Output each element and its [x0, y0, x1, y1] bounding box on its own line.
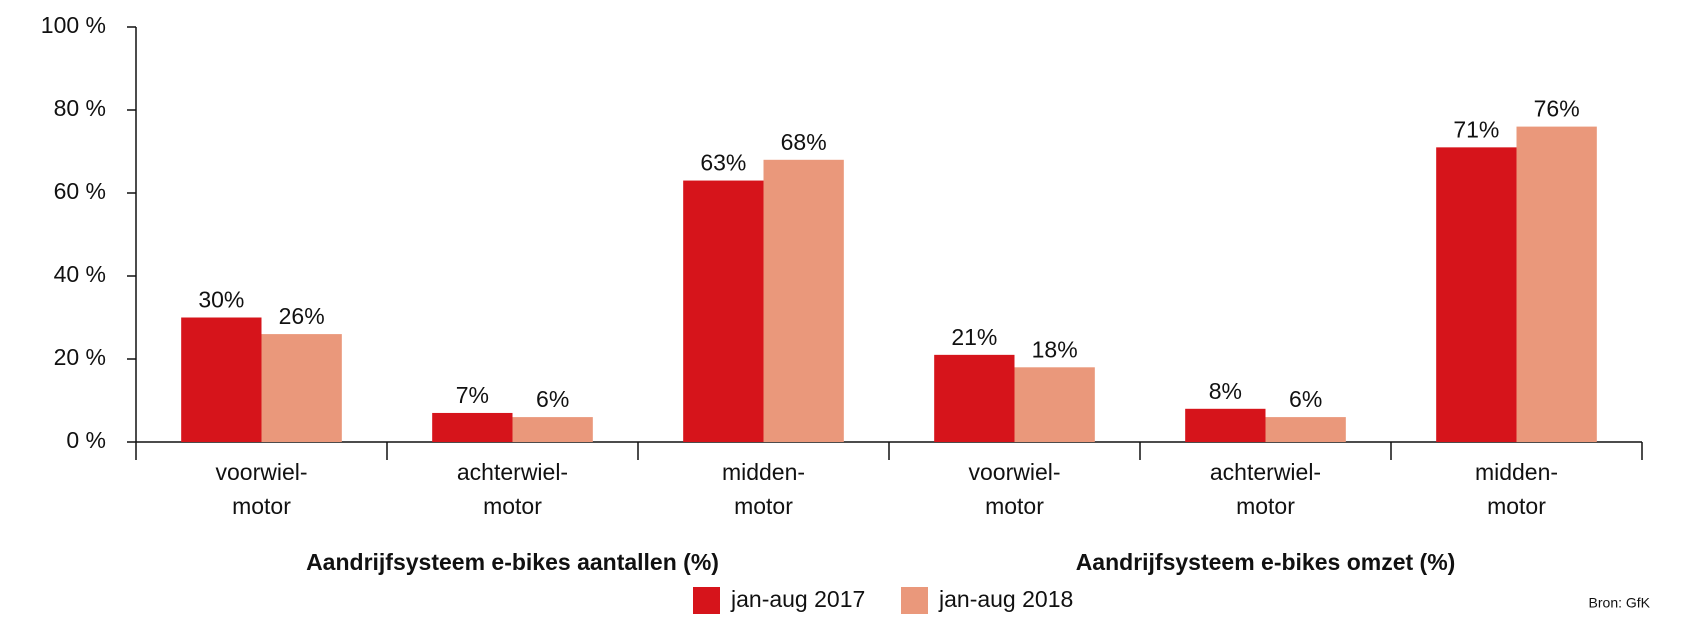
- legend-swatch: [901, 587, 928, 614]
- value-label: 7%: [456, 382, 489, 408]
- group-label: Aandrijfsysteem e-bikes aantallen (%): [306, 549, 719, 575]
- bar: [512, 417, 593, 442]
- x-tick-label: voorwiel-: [215, 459, 307, 485]
- source: Bron: GfK: [1589, 595, 1651, 611]
- bar: [1014, 367, 1095, 442]
- x-tick-label: achterwiel-: [1210, 459, 1321, 485]
- bar: [1185, 408, 1266, 442]
- value-label: 6%: [1289, 386, 1322, 412]
- bar: [432, 412, 513, 442]
- value-label: 71%: [1453, 116, 1499, 142]
- value-label: 76%: [1534, 96, 1580, 122]
- legend-label: jan-aug 2017: [730, 586, 865, 612]
- bar: [181, 317, 262, 442]
- value-label: 63%: [700, 150, 746, 176]
- group-label: Aandrijfsysteem e-bikes omzet (%): [1076, 549, 1456, 575]
- bar: [1516, 126, 1597, 442]
- bar: [1436, 147, 1517, 442]
- bar: [934, 354, 1015, 442]
- bar: [261, 334, 342, 442]
- x-tick-label: midden-: [722, 459, 805, 485]
- legend-swatch: [693, 587, 720, 614]
- y-tick-label: 40 %: [54, 261, 106, 287]
- x-tick-label: motor: [985, 493, 1044, 519]
- x-tick-label: motor: [483, 493, 542, 519]
- value-label: 21%: [951, 324, 997, 350]
- value-label: 6%: [536, 386, 569, 412]
- x-tick-label: midden-: [1475, 459, 1558, 485]
- y-tick-label: 100 %: [41, 12, 106, 38]
- y-tick-label: 60 %: [54, 178, 106, 204]
- x-tick-label: voorwiel-: [968, 459, 1060, 485]
- value-label: 68%: [781, 129, 827, 155]
- legend-label: jan-aug 2018: [938, 586, 1073, 612]
- value-label: 18%: [1032, 336, 1078, 362]
- y-tick-label: 20 %: [54, 344, 106, 370]
- x-tick-label: motor: [232, 493, 291, 519]
- x-tick-label: achterwiel-: [457, 459, 568, 485]
- value-label: 8%: [1209, 378, 1242, 404]
- bar: [683, 180, 764, 443]
- value-label: 26%: [279, 303, 325, 329]
- x-tick-label: motor: [1236, 493, 1295, 519]
- value-label: 30%: [198, 287, 244, 313]
- x-tick-label: motor: [1487, 493, 1546, 519]
- y-tick-label: 0 %: [66, 427, 106, 453]
- bar: [763, 159, 844, 443]
- bar: [1265, 417, 1346, 442]
- x-tick-label: motor: [734, 493, 793, 519]
- y-tick-label: 80 %: [54, 95, 106, 121]
